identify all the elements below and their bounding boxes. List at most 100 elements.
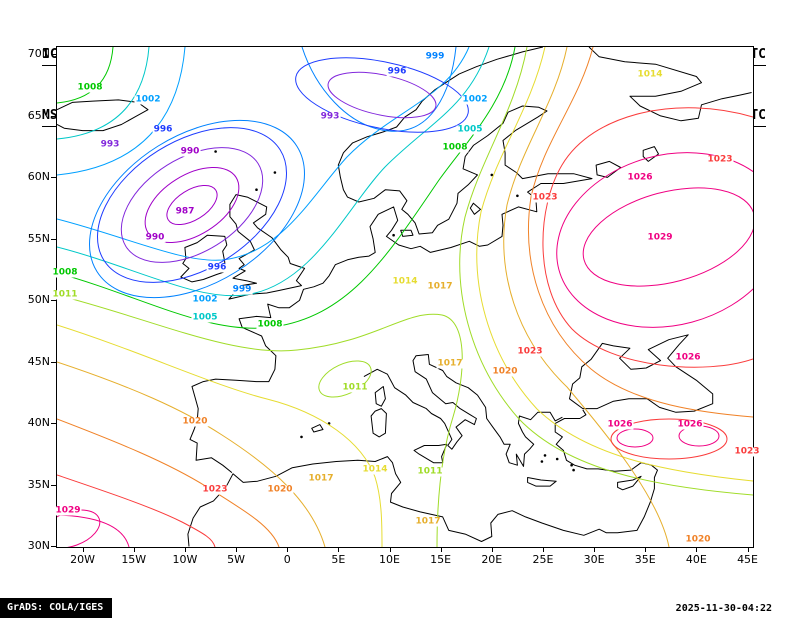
contour-label: 1023 xyxy=(531,192,559,203)
contour-label: 1020 xyxy=(181,416,209,427)
lon-tick-mark xyxy=(696,547,698,552)
contour-label: 1002 xyxy=(461,94,489,105)
island-dot xyxy=(214,150,217,153)
contour-label: 990 xyxy=(179,146,201,157)
lon-tick-label: 10W xyxy=(172,553,198,566)
contour-label: 1023 xyxy=(201,484,229,495)
isobar-1014 xyxy=(57,324,383,547)
island-dot xyxy=(300,435,303,439)
isobar-1017 xyxy=(503,47,670,547)
coastline xyxy=(57,99,149,132)
contour-label: 1014 xyxy=(391,276,419,287)
contour-label: 1026 xyxy=(606,419,634,430)
contour-label: 1020 xyxy=(266,484,294,495)
isobar-993 xyxy=(120,147,264,263)
isobar-1005 xyxy=(57,47,490,297)
coastline xyxy=(180,234,228,283)
contour-label: 1008 xyxy=(51,267,79,278)
contour-label: 999 xyxy=(231,284,253,295)
island-dot xyxy=(572,468,575,472)
island-dot xyxy=(570,463,573,467)
island-dot xyxy=(543,454,547,457)
contour-label: 1023 xyxy=(706,154,734,165)
contour-label: 1002 xyxy=(134,94,162,105)
coastline xyxy=(588,47,752,122)
isobar-1002 xyxy=(57,47,470,261)
isobar-1023 xyxy=(610,418,728,460)
lon-tick-label: 0 xyxy=(283,553,291,566)
pressure-map: 987 990 990 993 993 996 996 996 999 999 1002 1002 10… xyxy=(28,46,761,566)
lat-tick-label: 45N xyxy=(27,354,50,368)
island-dot xyxy=(516,194,519,198)
isobar-1011 xyxy=(318,360,372,398)
contour-label: 993 xyxy=(99,139,121,150)
island-dot xyxy=(555,457,559,461)
island-dot xyxy=(490,173,494,177)
coastline xyxy=(595,160,622,178)
lon-tick-mark xyxy=(287,547,289,552)
coastline xyxy=(189,47,593,473)
lon-tick-mark xyxy=(542,547,544,552)
contour-label: 1005 xyxy=(456,124,484,135)
contour-label: 996 xyxy=(206,262,228,273)
lat-tick-mark xyxy=(51,115,56,117)
island-dot xyxy=(540,460,544,463)
coastline xyxy=(413,443,448,464)
isobar-1026 xyxy=(556,152,753,328)
lon-tick-label: 15E xyxy=(430,553,452,566)
isobar-1023 xyxy=(57,474,216,547)
lat-tick-label: 60N xyxy=(27,170,50,184)
lon-tick-mark xyxy=(82,547,84,552)
contour-label: 1011 xyxy=(416,466,444,477)
isobar-1020 xyxy=(528,47,753,418)
contour-label: 1014 xyxy=(636,69,664,80)
lat-tick-mark xyxy=(51,300,56,302)
lat-tick-mark xyxy=(51,361,56,363)
contour-label: 1008 xyxy=(76,82,104,93)
isobar-1029 xyxy=(582,187,753,287)
lon-tick-label: 20W xyxy=(70,553,96,566)
lon-tick-mark xyxy=(747,547,749,552)
isobar-1008 xyxy=(57,47,114,104)
contour-label: 1017 xyxy=(307,473,335,484)
contour-label: 1017 xyxy=(414,516,442,527)
contour-label: 1026 xyxy=(626,172,654,183)
contour-label: 1017 xyxy=(426,281,454,292)
lat-tick-mark xyxy=(51,177,56,179)
lon-tick-label: 20E xyxy=(481,553,503,566)
lat-tick-label: 70N xyxy=(27,47,50,61)
isobar-996 xyxy=(97,127,287,283)
island-dot xyxy=(273,171,277,174)
lon-tick-mark xyxy=(440,547,442,552)
coastline xyxy=(527,477,557,487)
contour-label: 1011 xyxy=(341,382,369,393)
coastline xyxy=(228,194,306,300)
lon-tick-mark xyxy=(338,547,340,552)
island-dot xyxy=(392,233,395,237)
coastline xyxy=(370,408,387,438)
isobar-1002 xyxy=(57,47,186,176)
contour-label: 1008 xyxy=(256,319,284,330)
contour-label: 996 xyxy=(386,66,408,77)
lat-tick-mark xyxy=(51,484,56,486)
contour-label: 1017 xyxy=(436,358,464,369)
island-dot xyxy=(255,188,258,191)
isobar-999 xyxy=(301,47,457,132)
contour-label: 993 xyxy=(319,111,341,122)
lat-tick-label: 55N xyxy=(27,231,50,245)
contour-label: 1002 xyxy=(191,294,219,305)
lon-tick-mark xyxy=(184,547,186,552)
lon-tick-label: 35E xyxy=(634,553,656,566)
isobar-1011 xyxy=(57,294,463,547)
grads-brand-badge: GrADS: COLA/IGES xyxy=(0,598,113,618)
isobar-1017 xyxy=(57,361,326,547)
isobar-1026 xyxy=(57,514,130,547)
coastline xyxy=(374,386,386,407)
coastline xyxy=(642,146,659,162)
isobar-1011 xyxy=(459,47,753,496)
isobar-1026 xyxy=(616,428,654,448)
contour-label: 1020 xyxy=(491,366,519,377)
isobar-987 xyxy=(166,184,218,226)
contour-label: 1020 xyxy=(684,534,712,545)
lat-tick-label: 65N xyxy=(27,108,50,122)
